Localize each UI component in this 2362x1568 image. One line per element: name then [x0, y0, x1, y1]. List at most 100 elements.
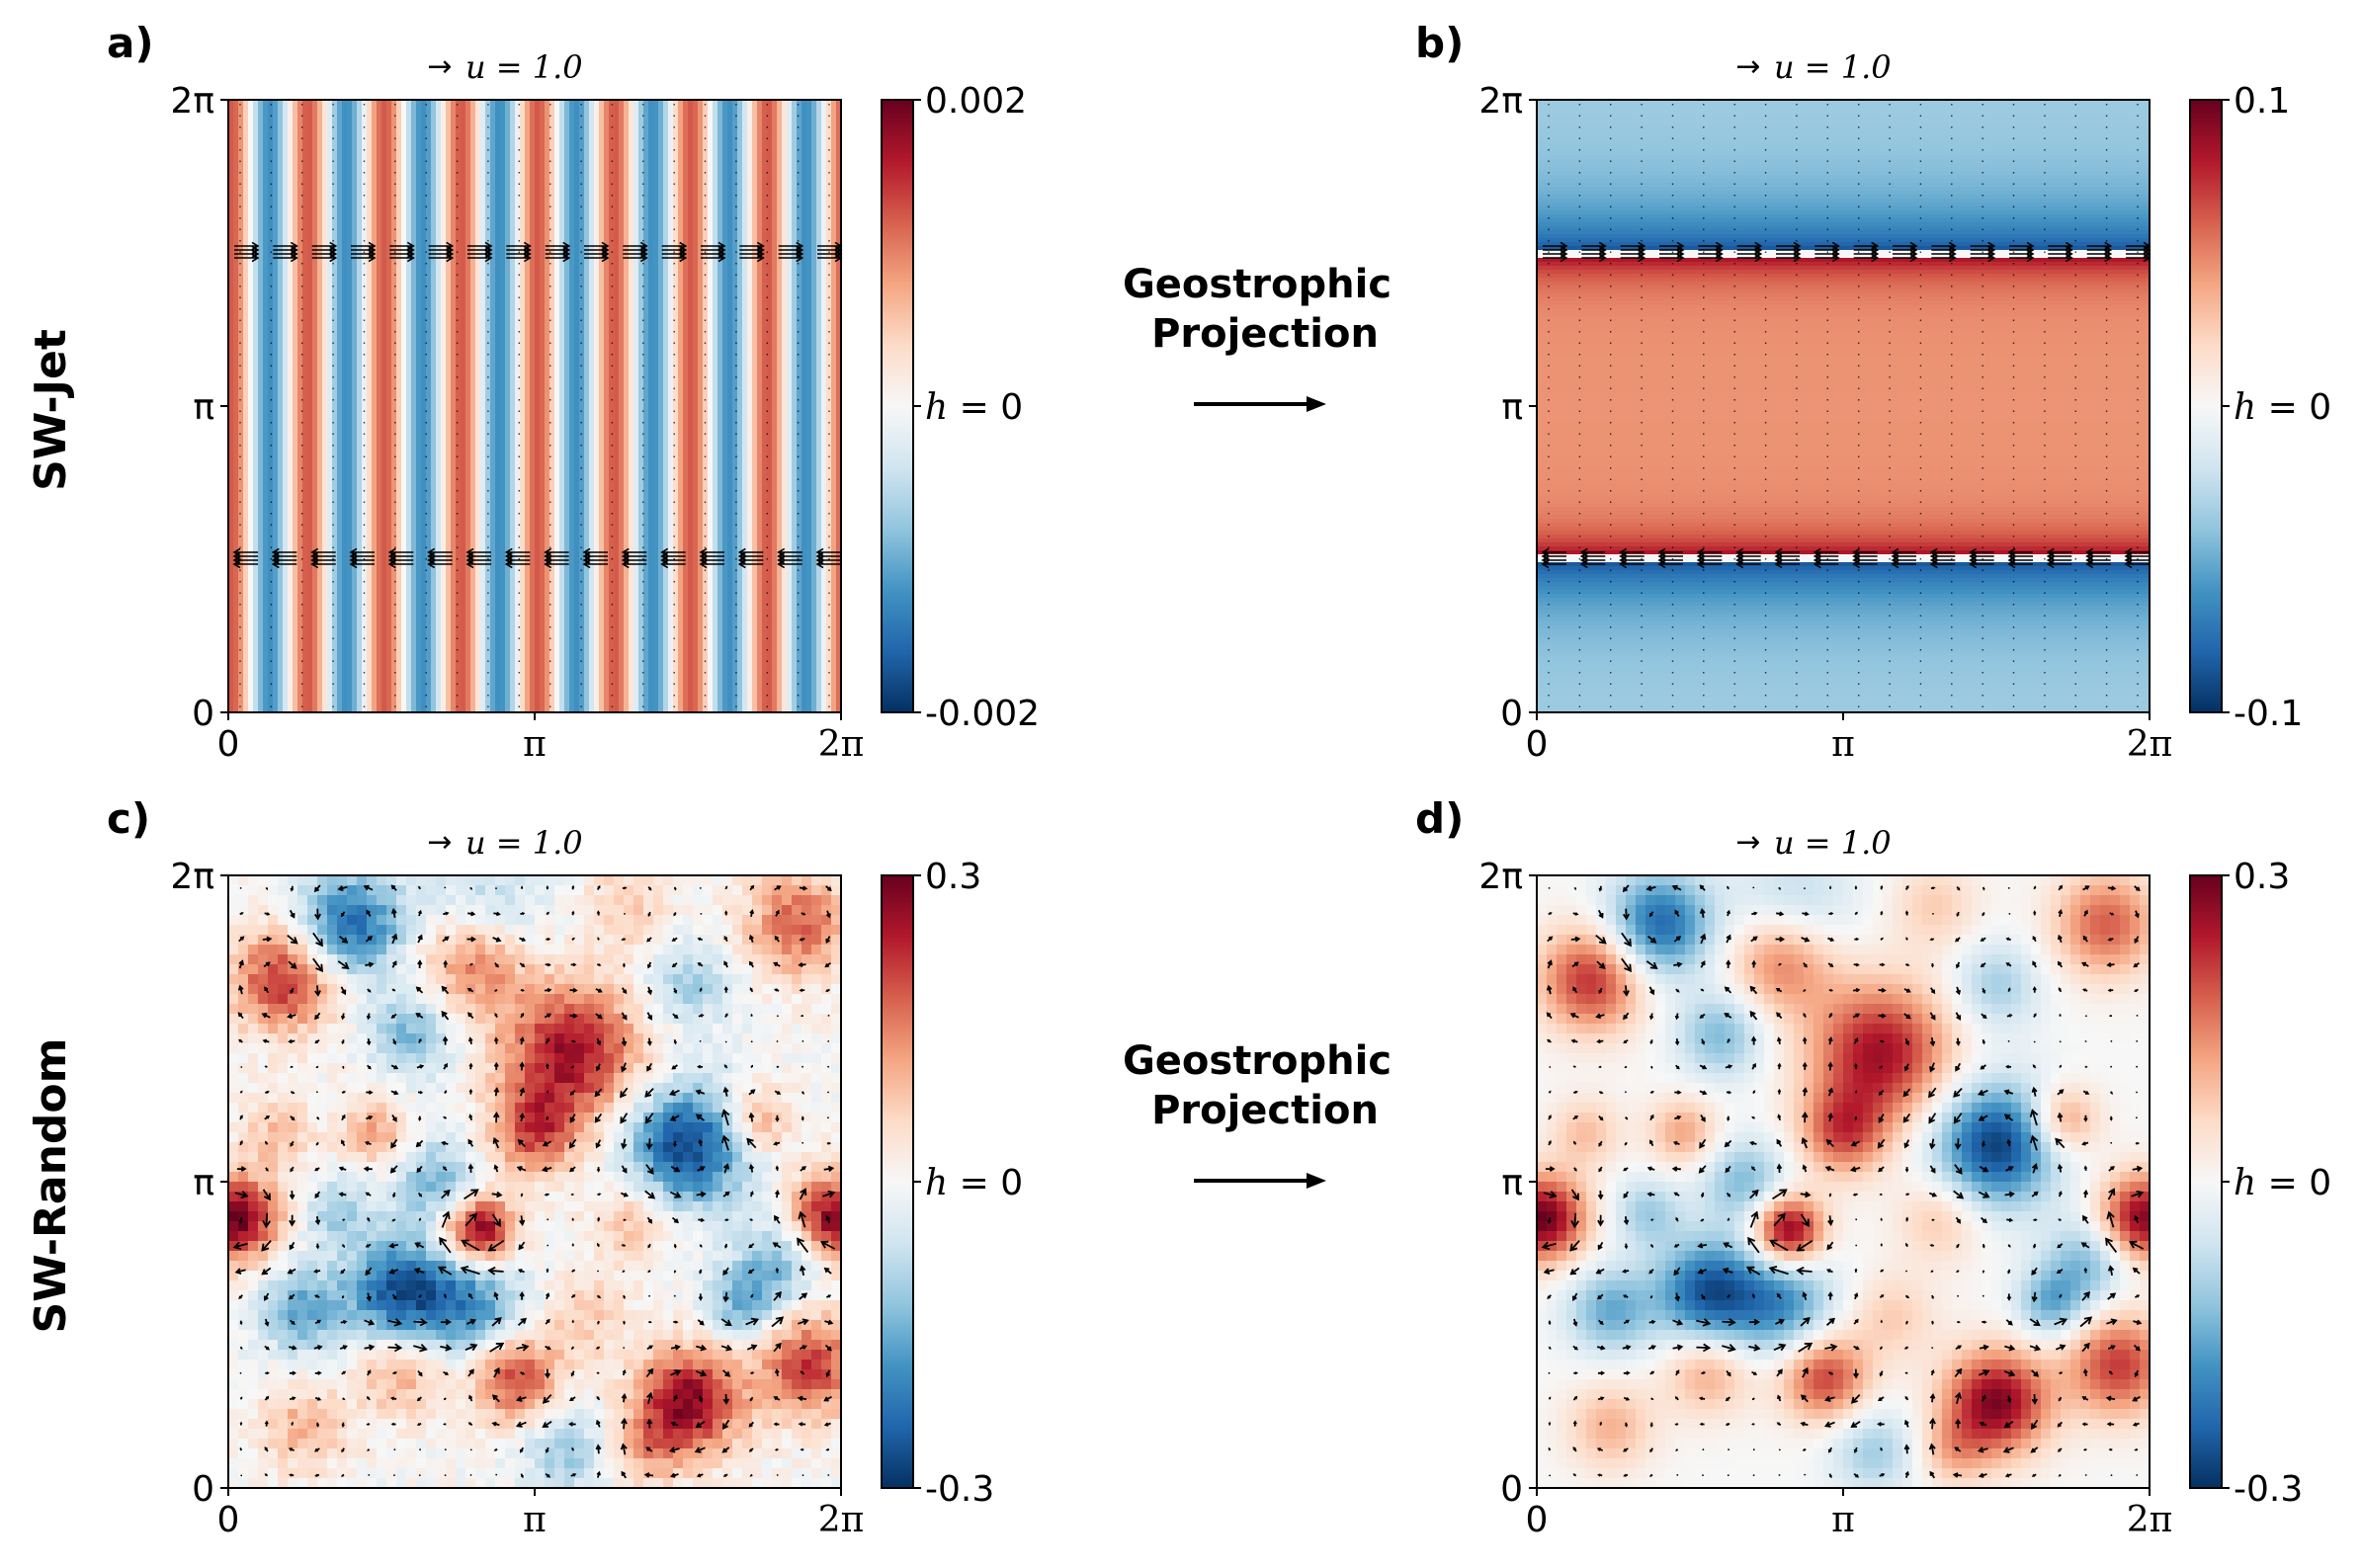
- heatmap-cell: [732, 1271, 743, 1281]
- heatmap-cell: [386, 1340, 397, 1351]
- heatmap-cell: [821, 1093, 832, 1104]
- heatmap-cell: [347, 1280, 358, 1291]
- heatmap-cell: [545, 945, 555, 955]
- quiver-arrow: [516, 1166, 527, 1172]
- heatmap-cell: [1537, 333, 2150, 338]
- heatmap-cell: [653, 945, 664, 955]
- heatmap-cell: [406, 1429, 417, 1440]
- heatmap-cell: [633, 1300, 644, 1311]
- heatmap-cell: [278, 1300, 289, 1311]
- heatmap-cell: [475, 1458, 486, 1469]
- heatmap-cell: [811, 964, 822, 975]
- heatmap-cell: [624, 1053, 634, 1064]
- heatmap-cell: [268, 1468, 279, 1479]
- quiver-arrow: [797, 1237, 809, 1253]
- row-label-sw-random: SW-Random: [26, 1038, 76, 1334]
- heatmap-cell: [762, 1379, 773, 1390]
- heatmap-cell: [307, 1478, 318, 1489]
- heatmap-cell: [792, 1103, 802, 1114]
- heatmap-cell: [258, 1360, 269, 1370]
- heatmap-cell: [248, 1241, 259, 1252]
- heatmap-cell: [653, 1468, 664, 1479]
- heatmap-cell: [416, 1310, 427, 1321]
- heatmap-cell: [579, 100, 585, 712]
- heatmap-cell: [386, 1211, 397, 1222]
- heatmap-cell: [446, 915, 457, 926]
- quiver-arrow: [670, 1344, 681, 1351]
- heatmap-cell: [545, 1073, 555, 1084]
- heatmap-cell: [258, 1251, 269, 1262]
- heatmap-cell: [515, 1073, 526, 1084]
- heatmap-cell: [831, 984, 842, 995]
- heatmap-cell: [258, 875, 269, 886]
- heatmap-cell: [505, 1290, 516, 1301]
- heatmap-cell: [446, 1172, 457, 1183]
- heatmap-cell: [317, 1310, 328, 1321]
- heatmap-cell: [406, 1280, 417, 1291]
- heatmap-cell: [1537, 183, 2150, 188]
- heatmap-cell: [752, 1192, 763, 1202]
- heatmap-cell: [703, 1271, 714, 1281]
- heatmap-cell: [792, 1300, 802, 1311]
- heatmap-cell: [436, 885, 447, 896]
- heatmap-cell: [742, 1093, 753, 1104]
- quiver-arrow: [582, 559, 608, 569]
- heatmap-cell: [377, 1251, 387, 1262]
- heatmap-cell: [475, 1429, 486, 1440]
- heatmap-cell: [762, 945, 773, 955]
- heatmap-cell: [238, 1063, 249, 1074]
- heatmap-cell: [288, 915, 298, 926]
- heatmap-cell: [278, 1369, 289, 1380]
- heatmap-cell: [525, 1043, 536, 1054]
- heatmap-cell: [248, 1300, 259, 1311]
- heatmap-cell: [584, 1448, 595, 1459]
- heatmap-cell: [604, 1389, 615, 1400]
- heatmap-cell: [752, 1330, 763, 1341]
- quiver-arrow: [1659, 253, 1685, 263]
- heatmap-cell: [357, 1448, 368, 1459]
- heatmap-cell: [446, 1024, 457, 1034]
- heatmap-cell: [347, 1439, 358, 1449]
- quiver-arrow: [443, 1292, 447, 1299]
- heatmap-cell: [426, 905, 437, 916]
- heatmap-cell: [1537, 467, 2150, 472]
- heatmap-cell: [475, 1083, 486, 1094]
- heatmap-cell: [317, 1379, 328, 1390]
- heatmap-cell: [307, 905, 318, 916]
- heatmap-cell: [307, 1073, 318, 1084]
- heatmap-cell: [307, 1014, 318, 1025]
- quiver-arrow: [648, 1294, 650, 1297]
- heatmap-cell: [772, 1399, 783, 1410]
- heatmap-cell: [594, 925, 605, 936]
- heatmap-cell: [475, 925, 486, 936]
- heatmap-cell: [436, 905, 447, 916]
- heatmap-cell: [816, 100, 822, 712]
- heatmap-cell: [268, 1439, 279, 1449]
- heatmap-cell: [515, 1053, 526, 1064]
- heatmap-cell: [811, 984, 822, 995]
- heatmap-cell: [831, 1024, 842, 1034]
- heatmap-cell: [307, 1122, 318, 1133]
- heatmap-cell: [554, 1182, 565, 1193]
- chart-title: u = 1.0: [1774, 48, 1892, 86]
- heatmap-cell: [297, 1468, 308, 1479]
- heatmap-cell: [515, 1458, 526, 1469]
- quiver-arrow: [695, 1089, 706, 1096]
- heatmap-cell: [703, 1429, 714, 1440]
- heatmap-cell: [614, 1399, 625, 1410]
- heatmap-cell: [792, 1458, 802, 1469]
- quiver-arrow: [387, 559, 414, 569]
- heatmap-cell: [248, 974, 259, 985]
- heatmap-cell: [713, 1201, 723, 1212]
- heatmap-cell: [831, 885, 842, 896]
- heatmap-cell: [792, 1043, 802, 1054]
- quiver-arrow: [799, 1345, 807, 1351]
- heatmap-cell: [673, 1320, 684, 1331]
- heatmap-cell: [811, 1439, 822, 1449]
- heatmap-cell: [426, 1033, 437, 1044]
- heatmap-cell: [653, 1152, 664, 1163]
- heatmap-cell: [604, 1379, 615, 1390]
- heatmap-cell: [811, 1409, 822, 1420]
- heatmap-cell: [396, 1310, 407, 1321]
- heatmap-cell: [564, 1221, 575, 1232]
